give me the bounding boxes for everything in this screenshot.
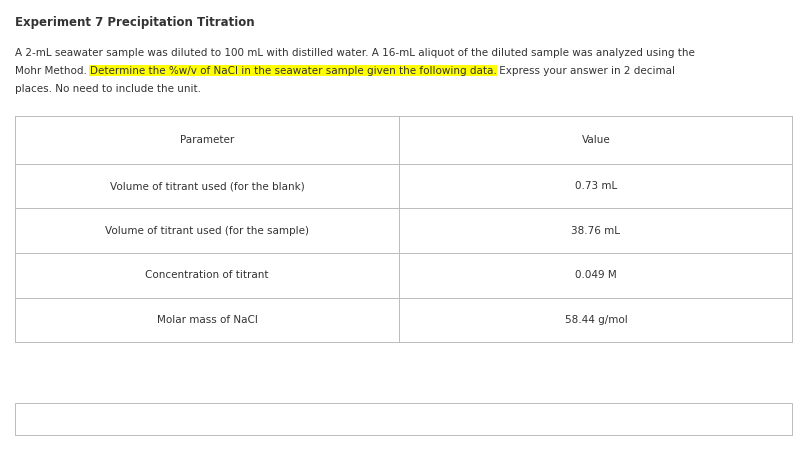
Text: Volume of titrant used (for the blank): Volume of titrant used (for the blank) [110,181,304,191]
Text: Parameter: Parameter [180,135,234,145]
Text: 0.049 M: 0.049 M [575,270,617,280]
Text: places. No need to include the unit.: places. No need to include the unit. [15,84,200,94]
Text: Mohr Method.: Mohr Method. [15,66,90,76]
Text: Express your answer in 2 decimal: Express your answer in 2 decimal [496,66,675,76]
Text: 38.76 mL: 38.76 mL [571,226,621,236]
Text: A 2-mL seawater sample was diluted to 100 mL with distilled water. A 16-mL aliqu: A 2-mL seawater sample was diluted to 10… [15,48,694,58]
Text: 58.44 g/mol: 58.44 g/mol [565,315,627,325]
Text: Molar mass of NaCl: Molar mass of NaCl [157,315,257,325]
Text: Value: Value [582,135,610,145]
Text: Add your answer: Add your answer [24,414,112,424]
Text: Experiment 7 Precipitation Titration: Experiment 7 Precipitation Titration [15,16,254,29]
Text: Determine the %w/v of NaCl in the seawater sample given the following data.: Determine the %w/v of NaCl in the seawat… [90,66,496,76]
Text: Concentration of titrant: Concentration of titrant [145,270,269,280]
Text: Volume of titrant used (for the sample): Volume of titrant used (for the sample) [105,226,309,236]
Text: 0.73 mL: 0.73 mL [575,181,617,191]
